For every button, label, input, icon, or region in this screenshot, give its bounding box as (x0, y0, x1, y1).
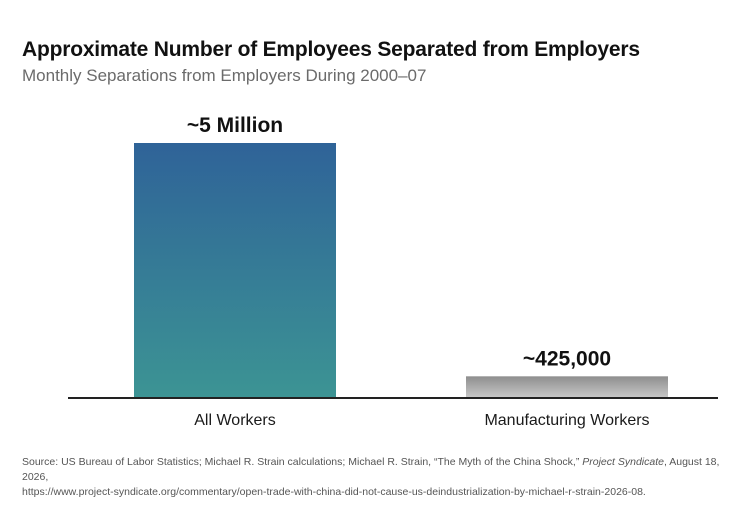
category-label-1: Manufacturing Workers (484, 412, 649, 429)
source-url: https://www.project-syndicate.org/commen… (22, 486, 646, 498)
source-note: Source: US Bureau of Labor Statistics; M… (22, 455, 742, 500)
data-label-1: ~425,000 (523, 347, 611, 370)
source-publication: Project Syndicate (582, 456, 664, 468)
bar-1 (466, 376, 668, 398)
chart-subtitle: Monthly Separations from Employers Durin… (22, 66, 427, 85)
data-label-0: ~5 Million (187, 114, 283, 137)
bar-0 (134, 143, 336, 398)
category-label-0: All Workers (194, 412, 276, 429)
chart-title: Approximate Number of Employees Separate… (22, 38, 640, 61)
source-text: Source: US Bureau of Labor Statistics; M… (22, 456, 583, 468)
source-date: , August 18, 2026, (22, 456, 720, 483)
